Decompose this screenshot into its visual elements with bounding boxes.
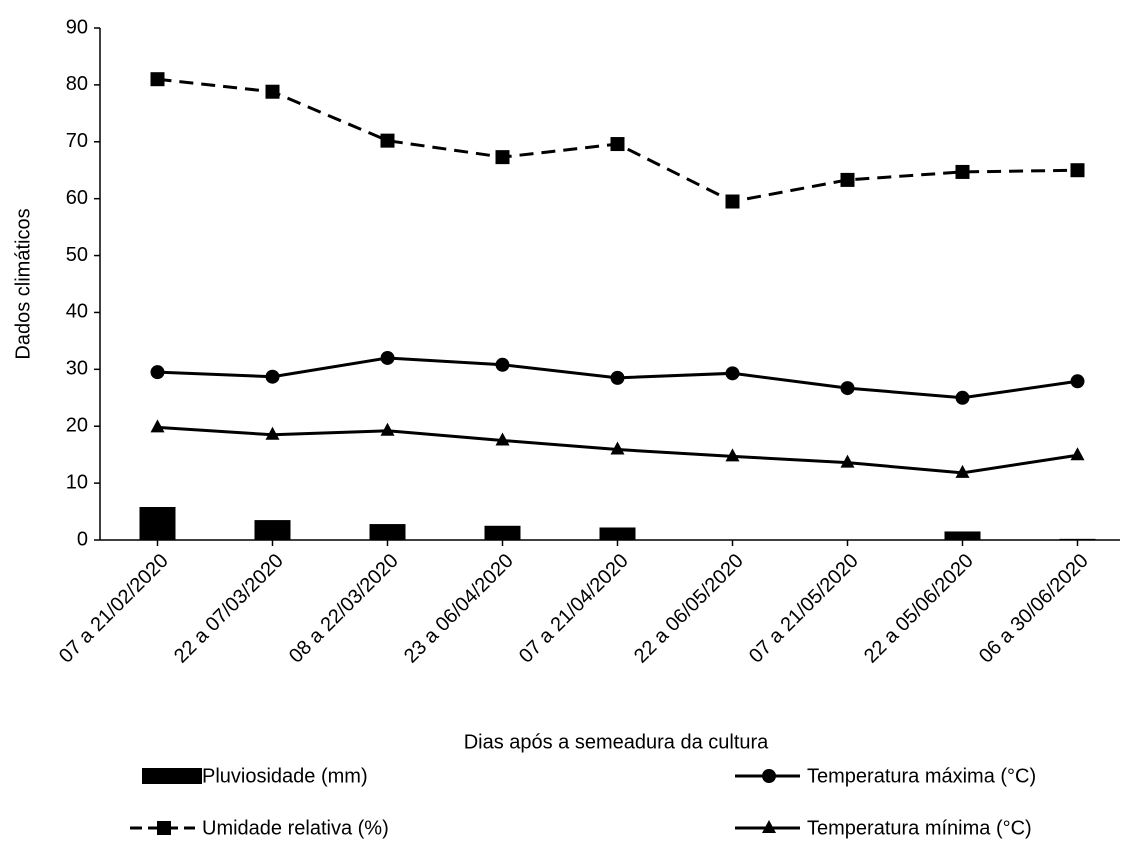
- point: [725, 448, 740, 462]
- point: [495, 150, 510, 165]
- x-tick-label: 08 a 22/03/2020: [285, 550, 403, 668]
- point: [610, 441, 625, 455]
- point: [955, 464, 970, 478]
- y-tick-label: 50: [66, 244, 88, 266]
- point: [495, 357, 510, 372]
- point: [380, 350, 395, 365]
- y-tick-label: 80: [66, 73, 88, 95]
- legend-swatch: [142, 768, 202, 784]
- bar: [484, 525, 521, 540]
- y-axis-title: Dados climáticos: [12, 208, 34, 359]
- point: [1070, 447, 1085, 461]
- point: [840, 454, 855, 468]
- y-tick-label: 90: [66, 16, 88, 38]
- x-tick-label: 07 a 21/02/2020: [55, 550, 173, 668]
- bar: [599, 527, 636, 540]
- point: [380, 422, 395, 436]
- y-tick-label: 0: [77, 528, 88, 550]
- legend-label: Temperatura mínima (°C): [807, 817, 1032, 839]
- point: [150, 419, 165, 433]
- point: [150, 72, 165, 87]
- point: [610, 370, 625, 385]
- x-tick-label: 07 a 21/04/2020: [515, 550, 633, 668]
- legend-marker: [762, 820, 776, 833]
- bar: [254, 520, 291, 540]
- point: [725, 366, 740, 381]
- point: [265, 369, 280, 384]
- y-tick-label: 30: [66, 358, 88, 380]
- y-tick-label: 40: [66, 301, 88, 323]
- point: [150, 365, 165, 380]
- legend-marker: [157, 821, 171, 835]
- bar: [369, 524, 406, 540]
- legend-marker: [762, 769, 776, 783]
- y-tick-label: 10: [66, 471, 88, 493]
- point: [380, 133, 395, 148]
- x-tick-label: 06 a 30/06/2020: [975, 550, 1093, 668]
- bar: [944, 531, 981, 540]
- x-tick-label: 07 a 21/05/2020: [745, 550, 863, 668]
- point: [955, 390, 970, 405]
- x-tick-label: 22 a 07/03/2020: [170, 550, 288, 668]
- point: [265, 84, 280, 99]
- bar: [1059, 538, 1096, 540]
- legend-label: Pluviosidade (mm): [202, 765, 368, 787]
- point: [610, 137, 625, 152]
- point: [265, 426, 280, 440]
- legend-label: Temperatura máxima (°C): [807, 765, 1036, 787]
- y-tick-label: 60: [66, 187, 88, 209]
- y-tick-label: 70: [66, 130, 88, 152]
- point: [840, 172, 855, 187]
- point: [1070, 374, 1085, 389]
- x-tick-label: 22 a 05/06/2020: [860, 550, 978, 668]
- x-tick-label: 23 a 06/04/2020: [400, 550, 518, 668]
- y-tick-label: 20: [66, 415, 88, 437]
- x-tick-label: 22 a 06/05/2020: [630, 550, 748, 668]
- point: [495, 432, 510, 446]
- point: [840, 381, 855, 396]
- legend-label: Umidade relativa (%): [202, 817, 389, 839]
- point: [955, 164, 970, 179]
- point: [1070, 163, 1085, 178]
- point: [725, 194, 740, 209]
- x-axis-title: Dias após a semeadura da cultura: [464, 731, 769, 753]
- bar: [139, 507, 176, 540]
